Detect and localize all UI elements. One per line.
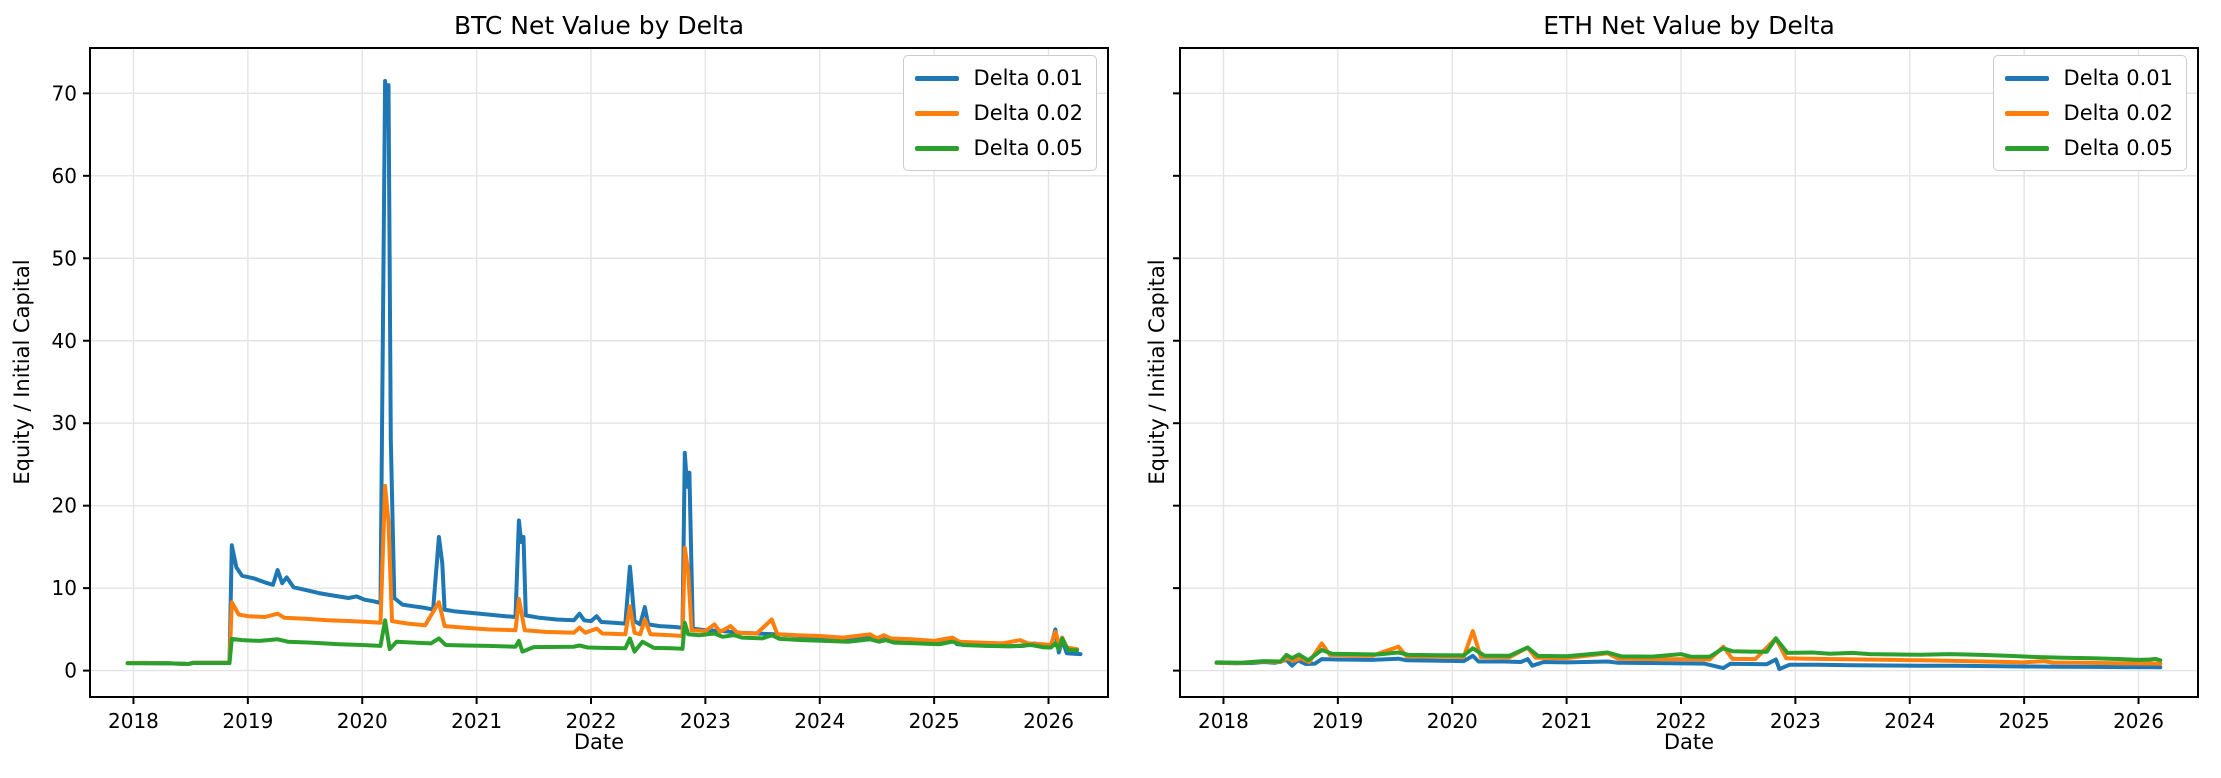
legend-label: Delta 0.02 [973, 101, 1083, 125]
x-tick-label: 2023 [680, 709, 731, 733]
y-tick-label: 30 [52, 411, 77, 435]
eth-chart: 2018 2019 2020 2021 2022 2023 2024 2025 2026 ETH… [1111, 0, 2221, 778]
x-tick-label: 2021 [451, 709, 502, 733]
x-tick-label: 2024 [794, 709, 845, 733]
legend-item: Delta 0.01 [2004, 65, 2173, 91]
legend-line-swatch [2004, 110, 2049, 116]
x-tick-label: 2025 [909, 709, 960, 733]
plot-border [1179, 47, 2199, 698]
y-tick-label: 0 [64, 659, 77, 683]
legend-line-swatch [2004, 75, 2049, 81]
plot-border [89, 47, 1109, 698]
y-tick-label: 20 [52, 494, 77, 518]
x-tick-label: 2021 [1541, 709, 1592, 733]
x-tick-label: 2018 [108, 709, 159, 733]
legend-label: Delta 0.02 [2063, 101, 2173, 125]
eth-plot-canvas: 2018 2019 2020 2021 2022 2023 2024 2025 2026 [1173, 47, 2199, 733]
legend-label: Delta 0.05 [973, 136, 1083, 160]
legend-item: Delta 0.05 [914, 135, 1083, 161]
x-tick-label: 2020 [1427, 709, 1478, 733]
x-tick-label: 2023 [1770, 709, 1821, 733]
legend: Delta 0.01 Delta 0.02 Delta 0.05 [902, 55, 1097, 171]
x-axis-label: Date [573, 730, 625, 754]
x-tick-label: 2020 [337, 709, 388, 733]
legend-label: Delta 0.05 [2063, 136, 2173, 160]
legend: Delta 0.01 Delta 0.02 Delta 0.05 [1992, 55, 2187, 171]
x-tick-label: 2022 [566, 709, 617, 733]
legend-line-swatch [2004, 145, 2049, 151]
series-line-delta-0-05 [125, 618, 1080, 666]
legend-line-swatch [914, 75, 959, 81]
legend-label: Delta 0.01 [2063, 66, 2173, 90]
y-tick-label: 50 [52, 246, 77, 270]
x-tick-label: 2019 [222, 709, 273, 733]
y-axis-label: Equity / Initial Capital [10, 259, 34, 485]
x-tick-label: 2025 [1999, 709, 2050, 733]
legend-item: Delta 0.02 [914, 100, 1083, 126]
legend-item: Delta 0.01 [914, 65, 1083, 91]
series-line-delta-0-05 [1214, 636, 2163, 665]
y-axis-label: Equity / Initial Capital [1145, 259, 1169, 485]
series-line-delta-0-02 [125, 483, 1080, 666]
page-title: BTC Net Value by Delta [453, 11, 745, 40]
page-title: ETH Net Value by Delta [1543, 11, 1835, 40]
series-line-delta-0-01 [1214, 653, 2163, 671]
legend-label: Delta 0.01 [973, 66, 1083, 90]
legend-line-swatch [914, 145, 959, 151]
y-tick-label: 60 [52, 164, 77, 188]
x-axis-label: Date [1663, 730, 1715, 754]
legend-item: Delta 0.02 [2004, 100, 2173, 126]
btc-plot-canvas: 2018 2019 2020 2021 2022 2023 2024 2025 2026 0 10 2… [52, 47, 1109, 733]
legend-line-swatch [914, 110, 959, 116]
x-tick-label: 2018 [1198, 709, 1249, 733]
x-tick-label: 2024 [1884, 709, 1935, 733]
y-tick-label: 40 [52, 329, 77, 353]
legend-item: Delta 0.05 [2004, 135, 2173, 161]
x-tick-label: 2026 [1023, 709, 1074, 733]
y-tick-label: 10 [52, 576, 77, 600]
x-tick-label: 2019 [1312, 709, 1363, 733]
x-tick-label: 2026 [2113, 709, 2164, 733]
y-tick-label: 70 [52, 81, 77, 105]
btc-chart: 2018 2019 2020 2021 2022 2023 2024 2025 2026 0 10 2… [0, 0, 1110, 778]
x-tick-label: 2022 [1656, 709, 1707, 733]
series-line-delta-0-02 [1214, 629, 2163, 666]
